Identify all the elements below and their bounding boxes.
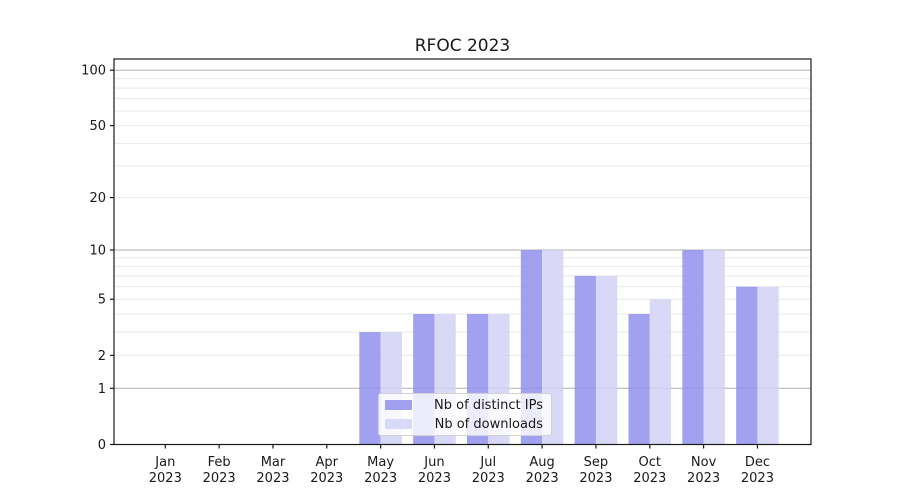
y-tick-label: 5 xyxy=(98,293,106,308)
x-tick-label-year: 2023 xyxy=(526,471,559,486)
x-tick-label-year: 2023 xyxy=(418,471,451,486)
y-tick-label: 50 xyxy=(89,119,106,134)
x-tick-label-month: May xyxy=(367,455,394,470)
x-tick-label-month: Mar xyxy=(261,455,286,470)
bar-distinct-ips xyxy=(359,332,381,445)
x-tick-label-year: 2023 xyxy=(256,471,289,486)
legend-row-downloads: Nb of downloads xyxy=(385,417,543,432)
x-tick-label-year: 2023 xyxy=(203,471,236,486)
x-tick-label-month: Feb xyxy=(208,455,231,470)
bar-downloads xyxy=(595,275,618,445)
bar-distinct-ips xyxy=(574,275,596,445)
bar-distinct-ips xyxy=(682,250,704,445)
x-tick-label-year: 2023 xyxy=(579,471,612,486)
x-tick-label-year: 2023 xyxy=(687,471,720,486)
x-tick-label-month: Dec xyxy=(745,455,770,470)
x-tick-label-month: Jan xyxy=(154,455,175,470)
y-tick-label: 20 xyxy=(89,191,106,206)
x-tick-label-year: 2023 xyxy=(149,471,182,486)
axes-frame xyxy=(113,58,812,446)
legend-swatch-downloads xyxy=(385,419,412,429)
legend-row-distinct-ips: Nb of distinct IPs xyxy=(385,398,543,413)
x-tick-label-month: Aug xyxy=(529,455,554,470)
x-tick-label-year: 2023 xyxy=(741,471,774,486)
y-tick-label: 100 xyxy=(81,64,106,79)
bar-downloads xyxy=(649,299,672,445)
legend: Nb of distinct IPs Nb of downloads xyxy=(378,393,552,436)
legend-label-distinct-ips: Nb of distinct IPs xyxy=(434,397,543,413)
y-tick-label: 2 xyxy=(98,349,106,364)
x-tick-label-month: Jul xyxy=(479,455,496,470)
bar-downloads xyxy=(757,286,779,445)
bar-distinct-ips xyxy=(628,313,650,445)
x-tick-label-month: Apr xyxy=(316,455,339,470)
x-tick-label-year: 2023 xyxy=(310,471,343,486)
bar-distinct-ips xyxy=(736,286,758,445)
x-tick-label-month: Jun xyxy=(423,455,444,470)
chart-title: RFOC 2023 xyxy=(414,36,511,56)
x-tick-label-month: Oct xyxy=(639,455,661,470)
x-tick-label-year: 2023 xyxy=(633,471,666,486)
x-tick-label-year: 2023 xyxy=(364,471,397,486)
legend-label-downloads: Nb of downloads xyxy=(434,416,543,432)
x-tick-label-month: Nov xyxy=(691,455,717,470)
x-tick-label-month: Sep xyxy=(584,455,609,470)
y-tick-label: 10 xyxy=(89,244,106,259)
y-tick-label: 0 xyxy=(98,438,106,453)
bar-downloads xyxy=(703,250,725,445)
y-tick-label: 1 xyxy=(98,382,106,397)
x-tick-label-year: 2023 xyxy=(472,471,505,486)
legend-swatch-distinct-ips xyxy=(385,400,412,410)
